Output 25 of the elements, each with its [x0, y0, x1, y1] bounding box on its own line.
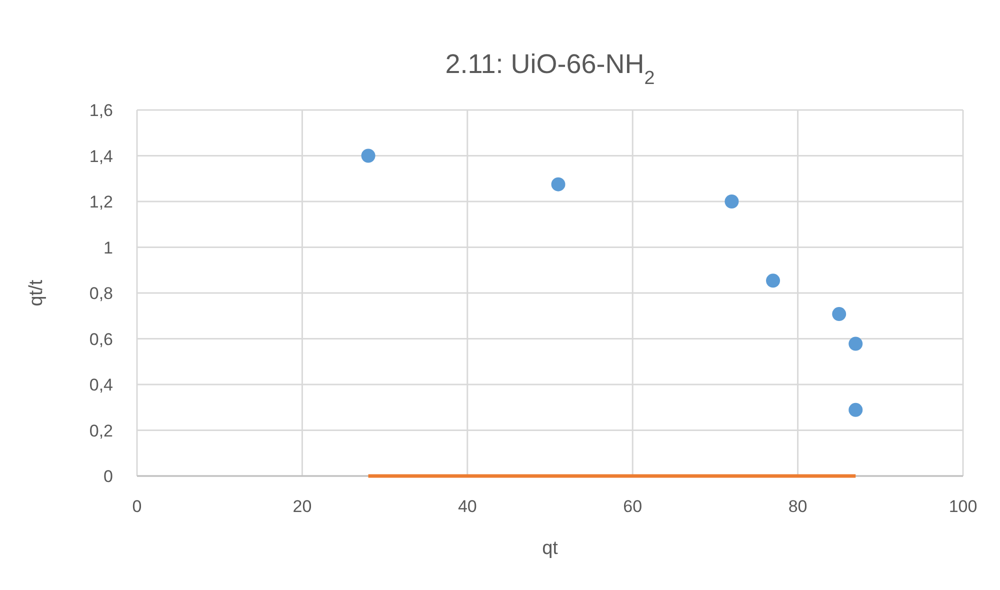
point: [766, 274, 780, 288]
point: [361, 148, 376, 163]
y-tick-label: 0: [104, 467, 113, 486]
y-tick-label: 1,4: [89, 146, 113, 166]
point: [832, 307, 846, 322]
point: [848, 402, 863, 417]
y-tick-label: 1,2: [89, 192, 113, 212]
y-tick-label: 0,6: [89, 330, 113, 349]
y-tick-label: 1: [104, 238, 113, 258]
x-tick-label: 0: [132, 497, 142, 516]
point: [724, 194, 739, 208]
x-tick-label: 100: [948, 497, 978, 516]
x-axis-title: qt: [542, 538, 559, 559]
y-tick-label: 0,8: [89, 284, 113, 303]
point: [551, 177, 566, 192]
y-tick-label: 0,2: [89, 421, 113, 440]
x-tick-label: 40: [458, 497, 477, 516]
x-tick-label: 80: [788, 497, 808, 516]
y-tick-label: 0,4: [89, 376, 113, 394]
y-axis-title: qt/t: [26, 279, 47, 306]
x-tick-label: 60: [623, 497, 642, 516]
chart-title: 2.11: UiO-66-NH$_{2}$: [445, 49, 655, 88]
point: [848, 336, 863, 351]
x-tick-label: 20: [292, 497, 312, 516]
y-tick-label: 1,6: [89, 101, 113, 120]
